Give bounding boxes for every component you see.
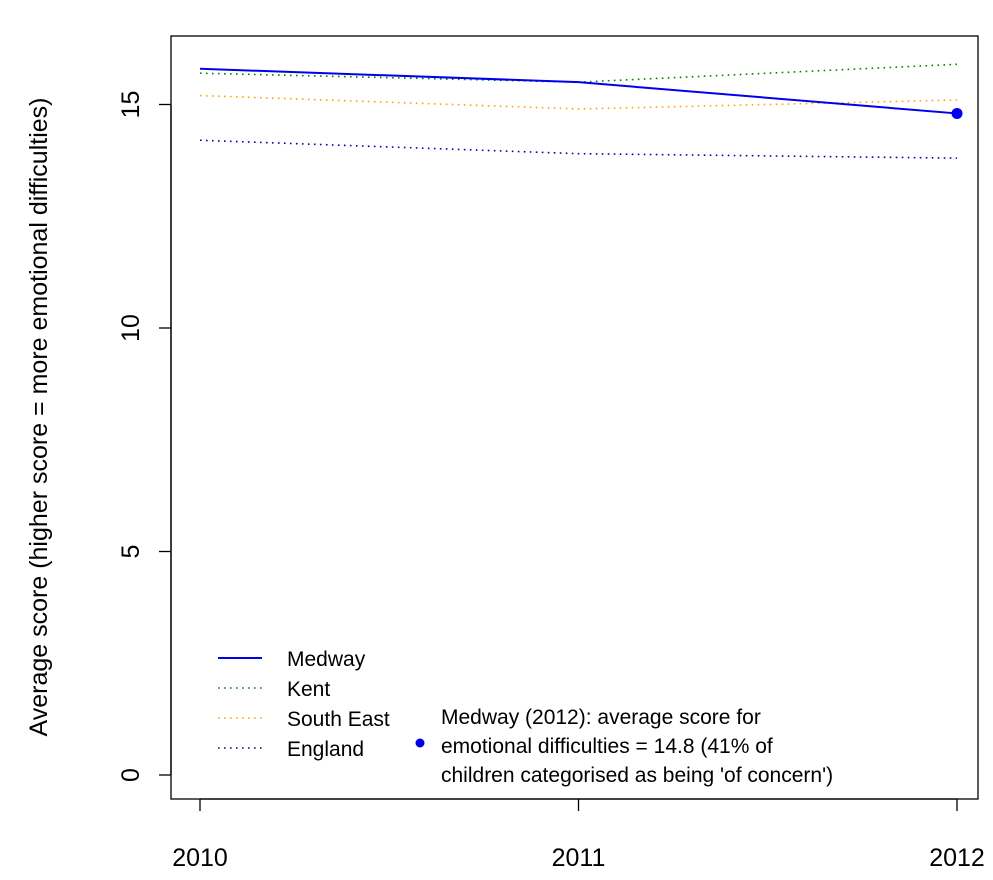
- legend-label: Medway: [287, 648, 366, 671]
- series-line-medway: [199, 67, 958, 115]
- series-line-england: [199, 139, 958, 159]
- annotation-line-2: emotional difficulties = 14.8 (41% of: [441, 735, 773, 758]
- highlight-point: [951, 107, 963, 119]
- y-tick-label: 0: [117, 768, 145, 782]
- x-tick-label: 2010: [172, 844, 228, 872]
- y-axis: 0 5 10 15: [117, 91, 172, 782]
- x-tick-label: 2012: [929, 844, 985, 872]
- annotation-marker: [415, 738, 425, 748]
- y-tick-label: 10: [117, 314, 145, 342]
- y-tick-label: 15: [117, 91, 145, 119]
- legend-label: South East: [287, 708, 390, 731]
- series-line-south-east: [199, 94, 958, 110]
- annotation-line-3: children categorised as being 'of concer…: [441, 764, 833, 787]
- annotation-line-1: Medway (2012): average score for: [441, 706, 761, 729]
- legend-label: Kent: [287, 678, 330, 701]
- x-tick-label: 2011: [552, 844, 606, 872]
- annotation: Medway (2012): average score for emotion…: [415, 706, 833, 787]
- series-layer: [199, 63, 963, 159]
- legend-label: England: [287, 738, 364, 761]
- y-tick-label: 5: [117, 545, 145, 559]
- x-axis: 2010 2011 2012: [172, 798, 985, 872]
- legend: Medway Kent South East England: [218, 648, 390, 761]
- y-axis-title: Average score (higher score = more emoti…: [25, 98, 53, 737]
